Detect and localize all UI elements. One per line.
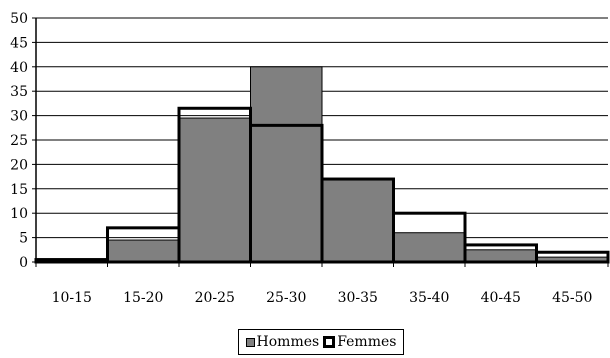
x-tick-label: 25-30 (266, 290, 306, 306)
x-tick-label: 15-20 (123, 290, 163, 306)
x-tick-label: 45-50 (552, 290, 592, 306)
bar-hommes (178, 117, 251, 263)
x-tick-label: 30-35 (338, 290, 378, 306)
x-tick-label: 10-15 (52, 290, 92, 306)
y-tick-label: 25 (10, 133, 28, 149)
legend-label-hommes: Hommes (256, 334, 320, 350)
legend-item-femmes: Femmes (323, 334, 396, 350)
bar-hommes (250, 66, 323, 263)
bar-hommes (107, 239, 180, 263)
femmes-swatch (323, 336, 336, 348)
hommes-bars (107, 66, 609, 263)
bar-hommes (464, 249, 537, 263)
legend-item-hommes: Hommes (245, 334, 320, 350)
bar-hommes (393, 232, 466, 263)
y-tick-label: 5 (19, 231, 28, 247)
y-tick-label: 0 (19, 255, 28, 271)
y-tick-label: 15 (10, 182, 28, 198)
y-tick-label: 20 (10, 157, 28, 173)
x-tick-label: 35-40 (409, 290, 449, 306)
y-tick-label: 50 (10, 11, 28, 27)
y-tick-label: 10 (10, 206, 28, 222)
y-tick-label: 35 (10, 84, 28, 100)
femmes-bars (34, 106, 610, 264)
y-axis-ticks: 0 5 10 15 20 25 30 35 40 45 50 (10, 11, 36, 271)
x-tick-label: 40-45 (481, 290, 521, 306)
y-tick-label: 45 (10, 35, 28, 51)
hommes-swatch (245, 337, 255, 347)
legend: Hommes Femmes (238, 329, 404, 355)
x-tick-label: 20-25 (195, 290, 235, 306)
y-tick-label: 40 (10, 60, 28, 76)
y-tick-label: 30 (10, 109, 28, 125)
bar-hommes (321, 178, 394, 263)
legend-label-femmes: Femmes (337, 334, 397, 350)
x-axis-ticks: 10-15 15-20 20-25 25-30 30-35 35-40 40-45 45-50 (35, 262, 609, 306)
